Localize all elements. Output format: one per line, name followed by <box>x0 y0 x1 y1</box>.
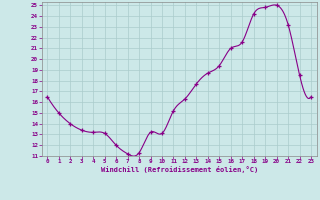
X-axis label: Windchill (Refroidissement éolien,°C): Windchill (Refroidissement éolien,°C) <box>100 166 258 173</box>
